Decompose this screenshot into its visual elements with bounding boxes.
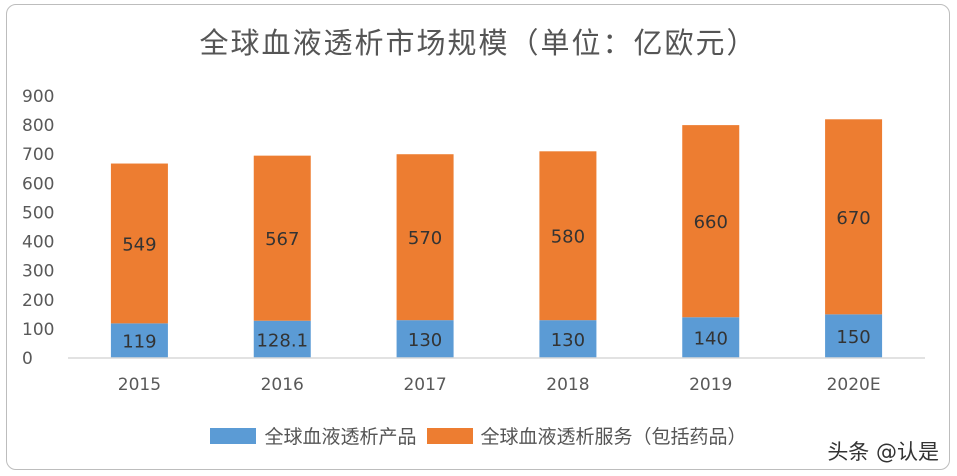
- x-tick-label: 2020E: [827, 375, 881, 395]
- bar-services: [110, 163, 168, 324]
- bar-products: [253, 320, 311, 358]
- x-tick-label: 2016: [261, 375, 304, 395]
- y-tick-label: 700: [22, 145, 54, 165]
- legend-swatch-products: [210, 427, 257, 444]
- y-tick-label: 900: [22, 87, 54, 107]
- bar-products: [110, 323, 168, 358]
- legend: 全球血液透析产品 全球血液透析服务（包括药品）: [0, 422, 957, 449]
- bar-products: [682, 317, 740, 358]
- data-label-services: 570: [408, 228, 442, 249]
- data-label-services: 670: [836, 208, 870, 229]
- y-tick-label: 300: [22, 262, 54, 282]
- bars: [110, 119, 883, 358]
- x-tick-label: 2015: [118, 375, 161, 395]
- chart-title: 全球血液透析市场规模（单位：亿欧元）: [199, 26, 758, 60]
- y-tick-label: 200: [22, 291, 54, 311]
- bar-services: [253, 155, 311, 321]
- data-label-products: 140: [694, 329, 728, 350]
- data-label-products: 130: [408, 330, 442, 351]
- data-label-products: 119: [122, 332, 156, 353]
- legend-label-services: 全球血液透析服务（包括药品）: [480, 426, 747, 448]
- bar-services: [682, 125, 740, 318]
- x-tick-label: 2019: [689, 375, 732, 395]
- legend-swatch-services: [426, 427, 473, 444]
- y-tick-label: 600: [22, 174, 54, 194]
- bar-services: [539, 151, 597, 321]
- data-label-services: 549: [122, 234, 156, 255]
- x-tick-label: 2017: [403, 375, 446, 395]
- x-axis-ticks: 2015 2016 2017 2018 2019 2020E: [118, 375, 881, 395]
- data-label-products: 150: [836, 327, 870, 348]
- bar-services: [825, 119, 883, 315]
- x-tick-label: 2018: [546, 375, 589, 395]
- data-labels: 119 549 128.1 567 130 570 130 580 140 660 150 670: [122, 208, 871, 353]
- bar-products: [825, 314, 883, 358]
- y-axis-ticks: 0 100 200 300 400 500 600 700 800 900: [22, 87, 54, 369]
- watermark: 头条 @认是: [827, 440, 939, 464]
- y-tick-label: 800: [22, 116, 54, 136]
- legend-item-products: 全球血液透析产品: [210, 422, 417, 449]
- bar-products: [396, 320, 454, 358]
- legend-label-products: 全球血液透析产品: [264, 426, 417, 448]
- data-label-products: 130: [551, 330, 585, 351]
- y-tick-label: 100: [22, 320, 54, 340]
- y-tick-label: 0: [22, 349, 33, 369]
- data-label-services: 580: [551, 227, 585, 248]
- legend-item-services: 全球血液透析服务（包括药品）: [426, 422, 747, 449]
- data-label-services: 660: [694, 212, 728, 233]
- y-tick-label: 400: [22, 233, 54, 253]
- bar-services: [396, 154, 454, 321]
- bar-products: [539, 320, 597, 358]
- y-tick-label: 500: [22, 203, 54, 223]
- data-label-products: 128.1: [256, 330, 308, 351]
- data-label-services: 567: [265, 229, 299, 250]
